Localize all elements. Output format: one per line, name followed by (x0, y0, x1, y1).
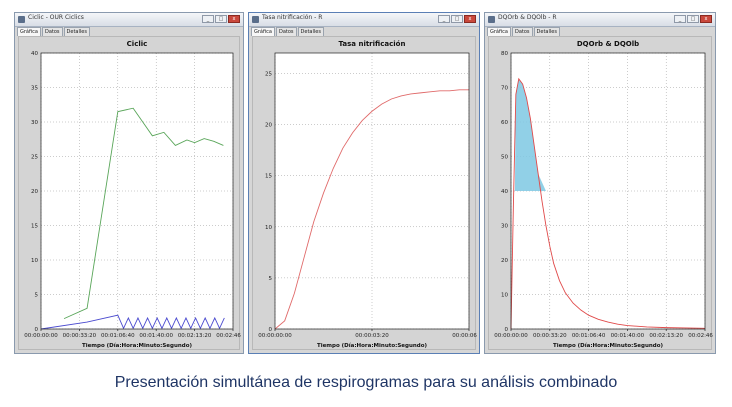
y-tick-label: 20 (265, 123, 272, 129)
y-tick-label: 20 (31, 189, 38, 195)
y-tick-label: 15 (265, 174, 272, 180)
caption: Presentación simultánea de respirogramas… (114, 374, 618, 391)
chart-dqo: 0 10 20 30 40 50 60 70 80 00:00:00:00 00:00:33:20 0… (494, 40, 713, 349)
highlight-area (514, 78, 546, 191)
y-tick-label: 5 (35, 293, 39, 299)
x-axis-label: Tiempo (Día:Hora:Minuto:Segundo) (317, 342, 428, 349)
chart-pane: 0 10 20 30 40 50 60 70 80 00:00:00:00 00:00:33:20 0… (488, 36, 713, 350)
window-title: Tasa nitrificación - R (262, 14, 323, 21)
x-axis-label: Tiempo (Día:Hora:Minuto:Segundo) (553, 342, 664, 349)
chart-tasa-nitrificacion: 0 5 10 15 20 25 00:00:00:00 00:00:03:20 00:00:06… (258, 40, 477, 349)
y-tick-label: 0 (505, 327, 509, 333)
chart-title: Ciclic (127, 40, 148, 48)
y-tick-label: 80 (501, 51, 508, 57)
chart-ciclic: 0 5 10 15 20 25 30 35 40 00:00:00:00 00:00:33:20 00… (24, 40, 241, 349)
app-icon (252, 16, 259, 23)
y-tick-label: 40 (31, 51, 38, 57)
app-icon (488, 16, 495, 23)
y-tick-label: 25 (31, 155, 38, 161)
app-icon (18, 16, 25, 23)
tab-bar: Gráfica Datos Detalles (487, 27, 561, 36)
y-tick-label: 35 (31, 86, 38, 92)
minimize-button[interactable]: _ (674, 15, 686, 23)
x-tick-label: 00:00:06:40 (452, 333, 477, 339)
series-line-1 (63, 107, 224, 320)
x-tick-label: 00:01:06:40 (101, 333, 135, 339)
y-tick-label: 30 (501, 224, 508, 230)
close-button[interactable]: x (700, 15, 712, 23)
window-title-bar[interactable]: Tasa nitrificación - R _ □ x (249, 13, 479, 27)
tab-bar: Gráfica Datos Detalles (17, 27, 91, 36)
y-tick-label: 20 (501, 258, 508, 264)
maximize-button[interactable]: □ (687, 15, 699, 23)
series-line-1 (274, 89, 469, 330)
close-button[interactable]: x (228, 15, 240, 23)
window-tasa-nitrificacion[interactable]: Tasa nitrificación - R _ □ x Gráfica Dat… (248, 12, 480, 354)
plot-frame (40, 52, 234, 330)
y-tick-label: 10 (265, 225, 272, 231)
x-tick-label: 00:02:13:20 (178, 333, 212, 339)
tab-bar: Gráfica Datos Detalles (251, 27, 325, 36)
tab-grafica[interactable]: Gráfica (251, 27, 275, 36)
y-tick-label: 0 (35, 327, 39, 333)
chart-pane: 0 5 10 15 20 25 00:00:00:00 00:00:03:20 00:00:06… (252, 36, 477, 350)
chart-title: Tasa nitrificación (339, 40, 406, 48)
tab-detalles[interactable]: Detalles (63, 27, 90, 36)
tab-datos[interactable]: Datos (275, 27, 297, 36)
x-tick-label: 00:02:46:40 (216, 333, 241, 339)
x-tick-label: 00:01:40:00 (139, 333, 173, 339)
plot-frame (510, 52, 706, 330)
tab-detalles[interactable]: Detalles (297, 27, 324, 36)
x-tick-label: 00:00:33:20 (533, 333, 567, 339)
close-button[interactable]: x (464, 15, 476, 23)
tab-detalles[interactable]: Detalles (533, 27, 560, 36)
x-tick-label: 00:00:00:00 (494, 333, 528, 339)
y-tick-label: 10 (501, 293, 508, 299)
window-title: DQOrb & DQOlb - R (498, 14, 557, 21)
x-tick-label: 00:00:33:20 (63, 333, 97, 339)
x-tick-label: 00:00:03:20 (355, 333, 389, 339)
x-tick-label: 00:02:13:20 (649, 333, 683, 339)
maximize-button[interactable]: □ (451, 15, 463, 23)
x-tick-label: 00:01:06:40 (572, 333, 606, 339)
chart-title: DQOrb & DQOlb (577, 40, 639, 48)
plot-frame (274, 52, 470, 330)
y-tick-label: 15 (31, 224, 38, 230)
window-title-bar[interactable]: Ciclic - OUR Ciclics _ □ x (15, 13, 243, 27)
x-axis-label: Tiempo (Día:Hora:Minuto:Segundo) (82, 342, 193, 349)
maximize-button[interactable]: □ (215, 15, 227, 23)
y-tick-label: 30 (31, 120, 38, 126)
x-tick-label: 00:01:40:00 (611, 333, 645, 339)
minimize-button[interactable]: _ (202, 15, 214, 23)
chart-pane: 0 5 10 15 20 25 30 35 40 00:00:00:00 00:00:33:20 00… (18, 36, 241, 350)
series-line-2 (40, 314, 225, 330)
window-ciclic[interactable]: Ciclic - OUR Ciclics _ □ x Gráfica Datos… (14, 12, 244, 354)
minimize-button[interactable]: _ (438, 15, 450, 23)
tab-datos[interactable]: Datos (511, 27, 533, 36)
tab-grafica[interactable]: Gráfica (17, 27, 41, 36)
series-line-1 (510, 77, 706, 330)
y-tick-label: 50 (501, 155, 508, 161)
x-tick-label: 00:00:00:00 (258, 333, 292, 339)
window-title-bar[interactable]: DQOrb & DQOlb - R _ □ x (485, 13, 715, 27)
y-tick-label: 0 (269, 327, 273, 333)
y-tick-label: 10 (31, 258, 38, 264)
window-title: Ciclic - OUR Ciclics (28, 14, 84, 21)
x-tick-label: 00:02:46:40 (688, 333, 713, 339)
y-tick-label: 25 (265, 71, 272, 77)
y-tick-label: 60 (501, 120, 508, 126)
window-dqo[interactable]: DQOrb & DQOlb - R _ □ x Gráfica Datos De… (484, 12, 716, 354)
tab-datos[interactable]: Datos (41, 27, 63, 36)
y-tick-label: 40 (501, 189, 508, 195)
x-tick-label: 00:00:00:00 (24, 333, 58, 339)
y-tick-label: 70 (501, 86, 508, 92)
y-tick-label: 5 (269, 276, 273, 282)
tab-grafica[interactable]: Gráfica (487, 27, 511, 36)
